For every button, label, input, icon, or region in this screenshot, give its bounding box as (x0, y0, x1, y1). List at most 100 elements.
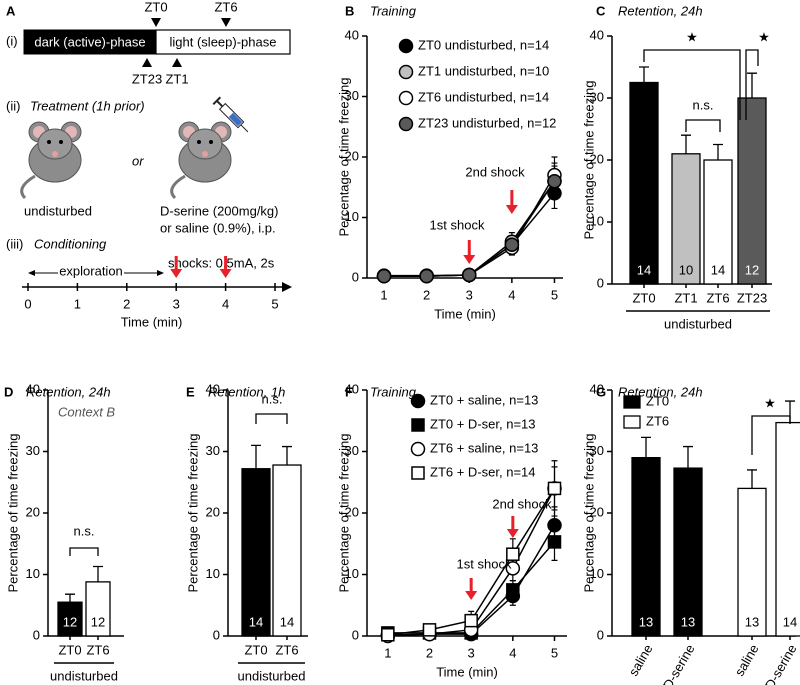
legend-swatch (623, 415, 641, 429)
n-label: 14 (249, 614, 263, 629)
marker (547, 173, 562, 189)
y-tick-label: 30 (26, 443, 40, 458)
y-tick-label: 10 (590, 213, 604, 228)
x-tick-label: ZT6 (706, 290, 729, 305)
error-bar (65, 593, 75, 603)
panel-label: A (6, 3, 16, 18)
marker (547, 535, 562, 549)
n-label: 14 (637, 262, 651, 277)
x-tick-label: D-serine (660, 642, 698, 685)
bar (57, 601, 83, 637)
x-tick-label: 5 (551, 287, 558, 302)
light-phase (155, 29, 291, 55)
x-tick-label: D-serine (762, 642, 800, 685)
marker (464, 613, 478, 628)
significance-bracket (69, 547, 99, 556)
bar (673, 467, 703, 637)
annotation: 1st shock (457, 556, 512, 571)
error-bar (641, 436, 651, 458)
y-axis-label: Percentage of time freezing (5, 434, 20, 593)
exploration-label: exploration (59, 263, 123, 278)
n-label: 13 (639, 614, 653, 629)
time-axis-head (282, 282, 292, 292)
treatment-label: D-serine (200mg/kg) (160, 203, 279, 218)
chart-title: Training (370, 384, 417, 399)
zt-label: ZT23 (132, 71, 162, 86)
exploration-arrow-head (157, 270, 164, 276)
marker (410, 441, 426, 457)
shock-arrow-head (219, 269, 232, 278)
y-tick-label: 10 (345, 209, 359, 224)
y-axis-label: Percentage of time freezing (581, 434, 596, 593)
chart-title: Retention, 24h (26, 384, 111, 399)
x-axis-label: Time (min) (121, 314, 183, 329)
group-label: undisturbed (50, 668, 118, 683)
x-tick-label: ZT1 (674, 290, 697, 305)
syringe-icon (212, 96, 249, 133)
n-label: 12 (745, 262, 759, 277)
legend-label: ZT0 + saline, n=13 (430, 392, 538, 407)
panel-label: F (345, 384, 353, 399)
annotation: 1st shock (430, 217, 485, 232)
bar (775, 421, 800, 637)
panel-label: E (186, 384, 195, 399)
marker (547, 186, 562, 201)
marker (411, 418, 425, 432)
significance-label: ★ (764, 395, 776, 410)
x-tick-label: 1 (74, 296, 81, 311)
y-tick-label: 0 (597, 275, 604, 290)
y-tick-label: 0 (352, 269, 359, 284)
y-tick-label: 0 (213, 627, 220, 642)
marker (398, 64, 414, 80)
x-tick-label: 1 (384, 645, 391, 660)
n-label: 12 (63, 614, 77, 629)
row-label: (ii) (6, 98, 20, 113)
or-label: or (132, 153, 144, 168)
y-tick-label: 30 (206, 443, 220, 458)
x-tick-label: 3 (468, 645, 475, 660)
zt-label: ZT0 (144, 0, 167, 14)
y-tick-label: 40 (345, 381, 359, 396)
group-label: undisturbed (664, 316, 732, 331)
group-label: undisturbed (238, 668, 306, 683)
marker (422, 623, 437, 637)
significance-label: n.s. (693, 97, 714, 112)
y-axis-label: Percentage of time freezing (185, 434, 200, 593)
legend-label: ZT23 undisturbed, n=12 (418, 115, 556, 130)
zt-label: ZT1 (165, 71, 188, 86)
y-tick-label: 10 (590, 566, 604, 581)
x-tick-label: 3 (173, 296, 180, 311)
treatment-label: or saline (0.9%), i.p. (160, 220, 276, 235)
marker (504, 237, 520, 252)
n-label: 13 (745, 614, 759, 629)
panel-label: G (596, 384, 606, 399)
significance-bracket (255, 413, 288, 424)
x-tick-label: ZT6 (275, 642, 298, 657)
x-tick-label: ZT0 (632, 290, 655, 305)
x-axis-label: Time (min) (436, 664, 498, 679)
shock-arrow-head (465, 591, 478, 600)
significance-label: ★ (758, 29, 770, 44)
treatment-label: undisturbed (24, 203, 92, 218)
x-tick-label: saline (626, 642, 656, 679)
marker (410, 393, 426, 409)
y-tick-label: 30 (590, 443, 604, 458)
significance-bracket (745, 49, 759, 120)
chart-title: Training (370, 3, 417, 18)
legend-label: ZT0 undisturbed, n=14 (418, 37, 549, 52)
n-label: 10 (679, 262, 693, 277)
x-tick-label: 5 (271, 296, 278, 311)
zt-marker (151, 18, 161, 27)
y-tick-label: 10 (206, 566, 220, 581)
y-tick-label: 20 (26, 504, 40, 519)
y-axis-label: Percentage of time freezing (336, 434, 351, 593)
x-tick-label: 4 (222, 296, 229, 311)
shock-arrow-head (506, 529, 519, 538)
bar (629, 81, 659, 285)
shocks-label: shocks: 0.5mA, 2s (168, 255, 275, 270)
section-title: Conditioning (34, 236, 107, 251)
error-bar (251, 444, 261, 469)
chart-subtitle: Context B (58, 404, 115, 419)
panel-label: B (345, 3, 354, 18)
